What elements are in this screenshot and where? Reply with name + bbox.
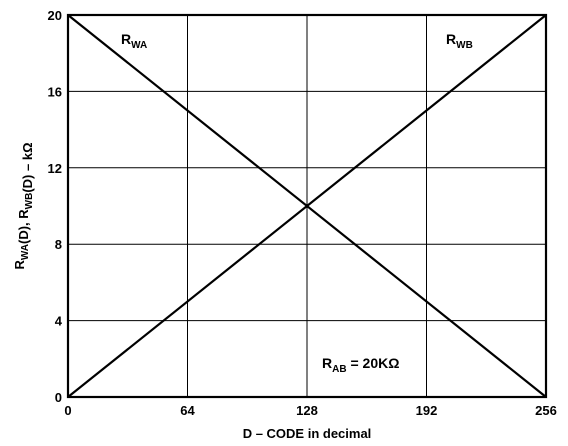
y-tick-label: 4: [55, 314, 63, 329]
series-lines: [67, 14, 547, 398]
y-tick-label: 12: [48, 161, 62, 176]
rab-annotation: RAB = 20KΩ: [322, 355, 399, 375]
x-tick-labels: 0 64 128 192 256: [64, 403, 556, 418]
series-line-rwb: [67, 14, 547, 398]
y-tick-labels: 0 4 8 12 16 20: [48, 8, 63, 405]
x-tick-label: 128: [296, 403, 318, 418]
y-axis-label: RWA(D), RWB(D) – kΩ: [12, 143, 35, 270]
y-tick-label: 0: [55, 390, 62, 405]
x-tick-label: 0: [64, 403, 71, 418]
y-tick-label: 16: [48, 84, 62, 99]
x-tick-label: 192: [416, 403, 438, 418]
series-label-rwa: RWA: [121, 31, 147, 51]
x-tick-label: 64: [180, 403, 195, 418]
series-label-rwb: RWB: [446, 31, 473, 51]
x-axis-label: D – CODE in decimal: [243, 426, 372, 441]
plot-frame: [66, 13, 548, 399]
x-tick-label: 256: [535, 403, 557, 418]
y-tick-label: 20: [48, 8, 62, 23]
y-tick-label: 8: [55, 237, 62, 252]
